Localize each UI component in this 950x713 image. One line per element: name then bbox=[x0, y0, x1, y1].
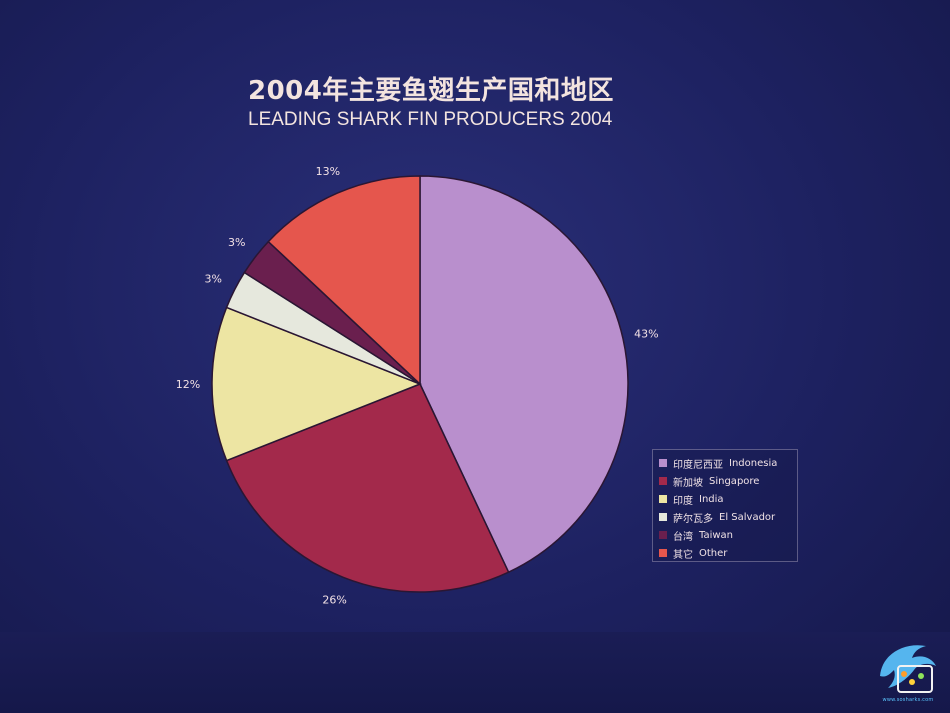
legend-swatch bbox=[659, 459, 667, 467]
legend-label-cn: 印度尼西亚 bbox=[673, 459, 723, 471]
pie-data-label: 26% bbox=[322, 594, 346, 607]
legend-swatch bbox=[659, 477, 667, 485]
pie-slice-indonesia bbox=[419, 175, 629, 574]
pie-data-label: 43% bbox=[634, 327, 658, 340]
legend: 印度尼西亚 Indonesia 新加坡 Singapore 印度 India 萨… bbox=[652, 449, 798, 562]
legend-item-other: 其它 Other bbox=[659, 545, 727, 561]
legend-item-indonesia: 印度尼西亚 Indonesia bbox=[659, 455, 777, 471]
legend-label-cn: 新加坡 bbox=[673, 477, 703, 489]
pie-labels: 43% 26% 12% 3% 3% 13% bbox=[176, 165, 659, 607]
pie-slice-singapore bbox=[225, 383, 510, 593]
pie-slice-other bbox=[267, 175, 421, 386]
legend-item-taiwan: 台湾 Taiwan bbox=[659, 527, 733, 543]
legend-label-cn: 其它 bbox=[673, 549, 693, 561]
legend-label-cn: 萨尔瓦多 bbox=[673, 513, 713, 525]
watermark-url: www.sosharks.com bbox=[882, 697, 934, 703]
legend-label-cn: 台湾 bbox=[673, 531, 693, 543]
legend-item-india: 印度 India bbox=[659, 491, 724, 507]
legend-swatch bbox=[659, 531, 667, 539]
legend-label-en: Indonesia bbox=[729, 457, 778, 469]
legend-item-singapore: 新加坡 Singapore bbox=[659, 473, 759, 489]
dolphin-logo-icon bbox=[880, 645, 936, 693]
pie-data-label: 3% bbox=[228, 236, 245, 249]
pie-slices bbox=[211, 175, 629, 593]
pie-slice-india bbox=[211, 306, 423, 462]
pie-data-label: 13% bbox=[316, 165, 340, 178]
legend-label-en: India bbox=[699, 493, 724, 505]
legend-label-cn: 印度 bbox=[673, 495, 693, 507]
chart-subtitle: LEADING SHARK FIN PRODUCERS 2004 bbox=[248, 109, 613, 130]
legend-label-en: El Salvador bbox=[719, 511, 776, 523]
watermark-logo: www.sosharks.com bbox=[874, 636, 942, 706]
legend-swatch bbox=[659, 495, 667, 503]
legend-label-en: Other bbox=[699, 547, 728, 559]
legend-label-en: Singapore bbox=[709, 475, 760, 487]
legend-label-en: Taiwan bbox=[699, 529, 734, 541]
bottom-band bbox=[0, 632, 950, 713]
legend-item-el-salvador: 萨尔瓦多 El Salvador bbox=[659, 509, 775, 525]
legend-swatch bbox=[659, 549, 667, 557]
legend-swatch bbox=[659, 513, 667, 521]
chart-title: 2004年主要鱼翅生产国和地区 bbox=[248, 76, 614, 106]
pie-data-label: 12% bbox=[176, 378, 200, 391]
pie-data-label: 3% bbox=[205, 273, 222, 286]
